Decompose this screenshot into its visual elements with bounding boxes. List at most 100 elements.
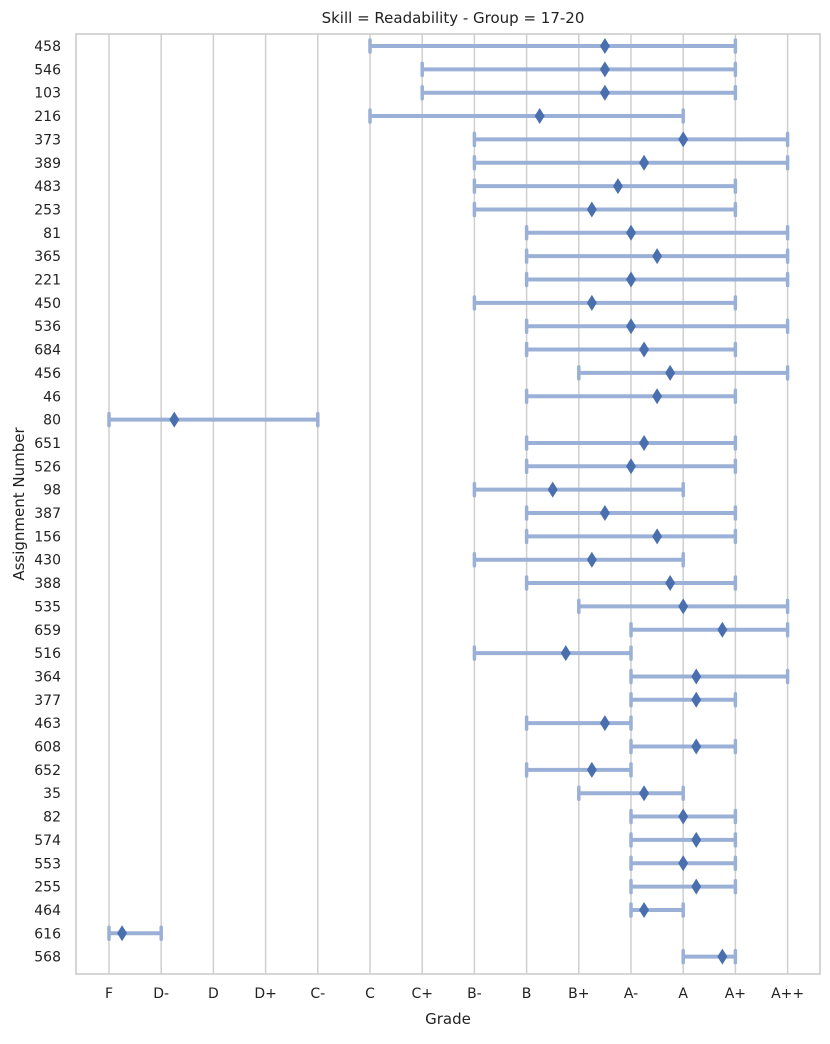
interval-row <box>368 38 738 54</box>
mean-marker <box>626 271 636 288</box>
y-tick-label: 80 <box>43 413 61 429</box>
interval-row <box>629 621 790 638</box>
mean-marker <box>547 481 558 498</box>
mean-marker <box>665 364 676 381</box>
interval-row <box>472 154 790 171</box>
y-tick-label: 608 <box>34 740 61 756</box>
y-tick-label: 546 <box>34 62 61 78</box>
x-tick-label: D+ <box>254 986 277 1002</box>
y-tick-label: 456 <box>34 366 61 382</box>
mean-marker <box>599 505 610 521</box>
y-tick-label: 553 <box>34 856 61 872</box>
mean-marker <box>639 341 650 358</box>
y-tick-label: 616 <box>34 926 61 942</box>
y-tick-label: 82 <box>43 810 61 826</box>
mean-marker <box>599 715 610 732</box>
y-tick-label: 377 <box>34 693 61 709</box>
y-tick-label: 255 <box>34 880 61 896</box>
y-tick-label: 387 <box>34 506 61 522</box>
x-tick-label: B+ <box>568 986 589 1002</box>
interval-row <box>107 411 320 428</box>
mean-marker <box>612 178 623 195</box>
interval-row <box>472 294 738 311</box>
x-tick-labels: F D- D D+ C- C C+ B- B B+ A- A A+ A++ <box>105 986 804 1002</box>
mean-marker <box>639 785 650 802</box>
interval-row <box>472 551 685 568</box>
interval-row <box>629 691 738 708</box>
y-axis-title: Assignment Number <box>10 426 28 580</box>
interval-row <box>420 84 738 101</box>
x-tick-label: C- <box>310 986 325 1002</box>
interval-row <box>681 948 738 965</box>
interval-row <box>629 668 790 685</box>
interval-row <box>524 224 790 241</box>
mean-marker <box>717 621 728 638</box>
mean-marker <box>691 691 702 708</box>
y-tick-label: 458 <box>34 39 61 55</box>
x-tick-label: A++ <box>771 986 804 1002</box>
interval-row <box>524 318 790 335</box>
mean-marker <box>678 598 689 615</box>
mean-marker <box>678 855 689 872</box>
mean-marker <box>586 294 597 311</box>
mean-marker <box>626 318 636 335</box>
y-tick-label: 652 <box>34 763 61 779</box>
interval-row <box>524 434 738 451</box>
mean-marker <box>639 154 650 171</box>
x-tick-label: F <box>105 986 113 1002</box>
interval-row <box>629 878 738 895</box>
mean-marker <box>639 901 650 918</box>
mean-marker <box>652 528 663 545</box>
mean-marker <box>691 831 702 848</box>
y-tick-label: 81 <box>43 226 61 242</box>
y-tick-label: 364 <box>34 669 61 685</box>
mean-marker <box>691 878 702 895</box>
mean-marker <box>599 84 610 101</box>
y-tick-label: 536 <box>34 319 61 335</box>
interval-row <box>629 855 738 872</box>
y-tick-label: 430 <box>34 553 61 569</box>
interval-row <box>629 738 738 755</box>
y-tick-label: 684 <box>34 343 61 359</box>
interval-row <box>472 481 685 498</box>
y-tick-label: 463 <box>34 716 61 732</box>
y-tick-labels: 458 546 103 216 373 389 483 253 81 365 221 450 536 68… <box>34 39 61 966</box>
y-tick-label: 526 <box>34 459 61 475</box>
y-tick-label: 659 <box>34 623 61 639</box>
y-tick-label: 574 <box>34 833 61 849</box>
y-tick-label: 156 <box>34 529 61 545</box>
mean-marker <box>599 61 610 78</box>
mean-marker <box>639 434 650 451</box>
interval-row <box>472 131 790 148</box>
interval-row <box>524 528 738 545</box>
mean-marker <box>691 738 702 755</box>
y-tick-label: 389 <box>34 156 61 172</box>
y-tick-label: 388 <box>34 576 61 592</box>
y-tick-label: 464 <box>34 903 61 919</box>
interval-row <box>472 178 738 195</box>
mean-marker <box>626 458 636 475</box>
mean-marker <box>691 668 702 685</box>
interval-row <box>524 341 738 358</box>
chart-title: Skill = Readability - Group = 17-20 <box>322 9 585 27</box>
mean-marker <box>560 645 571 662</box>
interval-row <box>107 925 163 942</box>
interval-row <box>368 108 685 125</box>
mean-marker <box>678 131 689 148</box>
mean-marker <box>652 388 663 405</box>
y-tick-label: 516 <box>34 646 61 662</box>
x-tick-label: D <box>208 986 219 1002</box>
mean-marker <box>678 808 689 825</box>
y-tick-label: 651 <box>34 436 61 452</box>
mean-marker <box>117 925 128 942</box>
y-tick-label: 373 <box>34 132 61 148</box>
x-tick-label: D- <box>153 986 169 1002</box>
mean-marker <box>652 248 663 265</box>
x-tick-label: A+ <box>725 986 746 1002</box>
interval-row <box>472 201 738 218</box>
y-tick-label: 535 <box>34 599 61 615</box>
interval-row <box>524 458 738 475</box>
interval-row <box>524 271 790 288</box>
interval-series <box>107 38 790 965</box>
